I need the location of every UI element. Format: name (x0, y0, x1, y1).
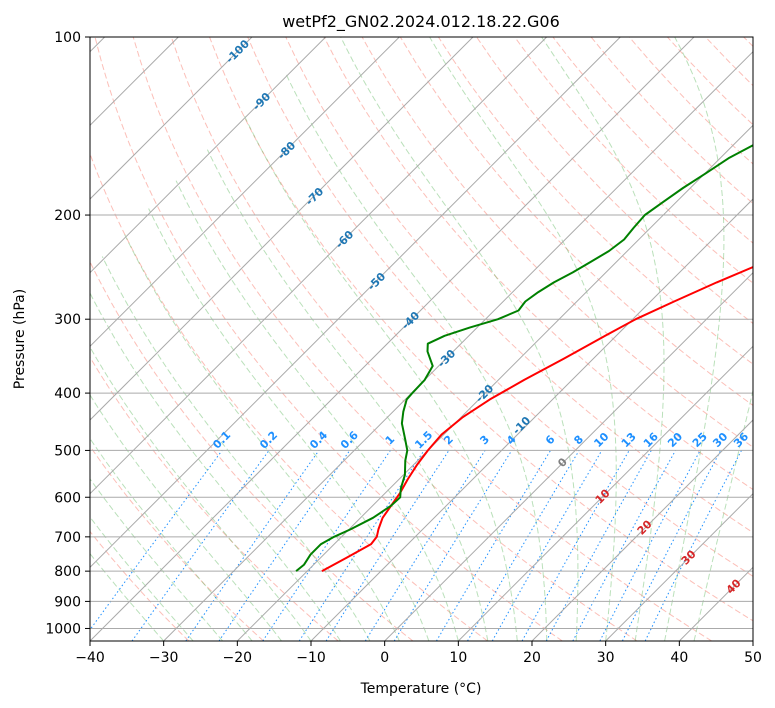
x-tick-label: 30 (597, 650, 615, 666)
isotherm-line (90, 37, 621, 569)
y-axis-ticks: 100 200 300 400 500 600 700 800 900 1000 (45, 30, 90, 637)
mixing-ratio-line (218, 450, 351, 641)
dry-adiabat-line (90, 152, 488, 641)
moist-adiabat-line (123, 233, 400, 641)
mixing-ratio-line (262, 450, 391, 641)
dry-adiabat-line (514, 37, 753, 284)
mixing-ratio-line (298, 450, 425, 641)
x-tick-label: 10 (449, 650, 467, 666)
moist-adiabat-line (90, 437, 253, 641)
y-tick-label: 200 (54, 208, 81, 224)
y-tick-label: 1000 (45, 621, 81, 637)
x-tick-label: −30 (149, 650, 179, 666)
x-axis-label: Temperature (°C) (360, 681, 482, 697)
mixing-ratio-line (572, 450, 676, 641)
x-tick-label: 20 (523, 650, 541, 666)
isotherm-line (531, 419, 753, 641)
x-tick-label: 50 (744, 650, 762, 666)
y-axis-label: Pressure (hPa) (12, 289, 28, 389)
y-tick-label: 700 (54, 530, 81, 546)
isotherm-line (310, 198, 753, 641)
plot-frame (89, 36, 754, 642)
moist-adiabat-line (148, 208, 430, 641)
isotherm-line (90, 37, 327, 274)
dry-adiabats (90, 37, 753, 641)
isotherm-line (90, 37, 548, 495)
isotherm-line (236, 124, 753, 641)
isotherm-line (163, 50, 753, 641)
mixing-ratio-line (90, 450, 223, 631)
x-tick-label: −10 (296, 650, 326, 666)
isotherm-line (384, 271, 753, 641)
dry-adiabat-line (90, 356, 339, 641)
dry-adiabat-line (90, 445, 264, 641)
x-tick-label: −40 (75, 650, 105, 666)
mixing-ratio-line (393, 450, 513, 641)
moist-adiabat-line (693, 388, 753, 641)
y-tick-label: 300 (54, 312, 81, 328)
moist-adiabat-line (90, 346, 312, 641)
isotherm-line (90, 37, 253, 200)
mixing-ratio-line (185, 450, 320, 641)
moist-adiabat-line (285, 72, 548, 641)
mixing-ratio-line (644, 450, 742, 641)
moist-adiabat-line (90, 478, 223, 641)
y-tick-label: 800 (54, 564, 81, 580)
isobars (90, 37, 753, 629)
moist-adiabat-line (429, 37, 617, 641)
dry-adiabat-line (132, 37, 638, 641)
mixing-ratio-line (325, 450, 450, 641)
y-tick-label: 900 (54, 594, 81, 610)
plot-area: -100-90-80-70-60-50-40-30-20-100.1 0.2 0.4… (90, 37, 753, 641)
y-tick-label: 400 (54, 386, 81, 402)
mixing-ratio-line (545, 450, 652, 641)
moist-adiabat-line (90, 516, 194, 641)
moist-adiabat-line (90, 394, 282, 641)
moist-adiabat-line (90, 291, 341, 641)
moist-adiabat-line (243, 113, 518, 641)
chart-title: wetPf2_GN02.2024.012.18.22.G06 (282, 12, 560, 32)
dry-adiabat-line (90, 530, 190, 641)
temperature-profile-line (321, 266, 753, 572)
y-tick-label: 600 (54, 490, 81, 506)
x-tick-label: −20 (223, 650, 253, 666)
y-tick-label: 100 (54, 30, 81, 46)
dry-adiabat-line (94, 37, 563, 641)
moist-adiabat-line (90, 552, 165, 641)
moist-adiabat-line (175, 180, 459, 641)
y-tick-label: 500 (54, 443, 81, 459)
isotherm-line (90, 37, 400, 348)
moist-adiabat-line (101, 256, 371, 641)
dry-adiabat-line (247, 37, 753, 577)
mixing-ratio-line (521, 450, 630, 641)
x-tick-label: 0 (380, 650, 389, 666)
moist-adiabat-line (541, 37, 665, 641)
mixing-ratio-line (621, 450, 722, 641)
sounding-profiles (295, 144, 753, 572)
x-tick-label: 40 (670, 650, 688, 666)
dewpoint-profile-line (295, 144, 753, 572)
isotherm-line (457, 345, 753, 641)
moist-adiabat-line (340, 37, 579, 641)
isotherm-line (605, 492, 753, 641)
dry-adiabat-line (209, 37, 753, 622)
dry-adiabat-line (399, 37, 753, 407)
dry-adiabat-line (437, 37, 753, 365)
isotherm-line (90, 37, 474, 421)
x-axis-ticks: −40 −30 −20 −10 0 10 20 30 40 50 (75, 641, 762, 666)
isotherm-line (90, 37, 695, 641)
isotherms (90, 37, 753, 641)
